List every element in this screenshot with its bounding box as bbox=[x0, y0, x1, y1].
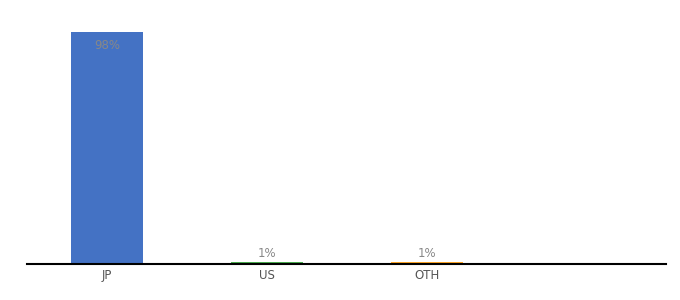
Bar bbox=[231, 262, 303, 264]
Text: 1%: 1% bbox=[258, 247, 276, 260]
Text: 98%: 98% bbox=[94, 39, 120, 52]
Bar bbox=[71, 32, 143, 264]
Text: 1%: 1% bbox=[418, 247, 436, 260]
Bar bbox=[391, 262, 462, 264]
